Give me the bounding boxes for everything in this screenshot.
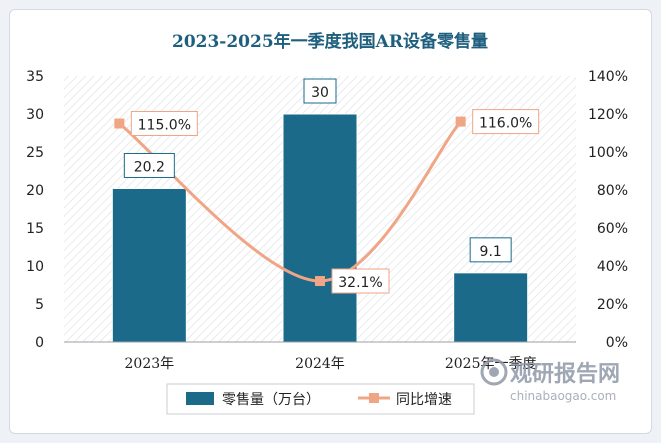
left-tick-label: 10 <box>26 259 44 275</box>
line-marker <box>114 118 125 129</box>
right-tick-label: 60% <box>597 221 628 237</box>
left-tick-label: 35 <box>26 69 44 85</box>
line-label-text: 115.0% <box>138 118 191 134</box>
line-value-label: 32.1% <box>331 268 390 294</box>
line-label-box <box>472 109 540 135</box>
bar-label-box <box>123 152 175 178</box>
legend-bar-swatch <box>186 392 214 405</box>
line-marker <box>455 116 466 127</box>
left-tick-label: 15 <box>26 221 44 237</box>
bar-label-text: 9.1 <box>480 244 502 260</box>
bar-label-text: 30 <box>311 85 329 101</box>
x-tick-label: 2025年一季度 <box>445 356 537 372</box>
line-label-text: 116.0% <box>479 116 532 132</box>
right-tick-label: 120% <box>588 107 628 123</box>
bar-series <box>111 113 529 343</box>
legend-box <box>166 383 475 415</box>
eye-logo-icon <box>480 358 508 386</box>
bar-value-label: 20.2 <box>123 152 175 178</box>
right-tick-label: 140% <box>588 69 628 85</box>
bar <box>111 187 187 343</box>
bar-label-text: 20.2 <box>134 159 165 175</box>
right-tick-label: 20% <box>597 297 628 313</box>
left-tick-label: 30 <box>26 107 44 123</box>
data-labels: 20.2 30 9.1 115.0% 32.1% 116.0% <box>123 78 540 294</box>
x-tick-label: 2023年 <box>125 356 175 372</box>
right-tick-label: 80% <box>597 183 628 199</box>
right-tick-label: 40% <box>597 259 628 275</box>
chart-title: 2023-2025年一季度我国AR设备零售量 <box>172 31 488 52</box>
watermark-main: 观研报告网 <box>510 362 620 387</box>
legend-line-marker <box>369 393 379 403</box>
line-marker <box>315 276 325 287</box>
left-tick-label: 5 <box>35 297 44 313</box>
left-tick-label: 0 <box>35 335 44 351</box>
right-tick-label: 0% <box>606 335 628 351</box>
left-axis-ticks: 0 5 10 15 20 25 30 35 <box>26 69 44 351</box>
left-tick-label: 25 <box>26 145 44 161</box>
bar-value-label: 30 <box>303 78 337 104</box>
bar <box>282 113 358 343</box>
bar-label-box <box>303 78 337 104</box>
bar-value-label: 9.1 <box>469 237 512 263</box>
right-tick-label: 100% <box>588 145 628 161</box>
bar-label-box <box>469 237 512 263</box>
legend: 零售量（万台） 同比增速 <box>166 383 475 415</box>
left-tick-label: 20 <box>26 183 44 199</box>
line-value-label: 115.0% <box>130 111 198 136</box>
x-axis-ticks: 2023年 2024年 2025年一季度 <box>125 356 537 372</box>
legend-bar-label: 零售量（万台） <box>222 392 320 408</box>
line-label-text: 32.1% <box>338 275 382 291</box>
watermark-sub: chinabaogao.com <box>510 389 616 403</box>
watermark: 观研报告网 chinabaogao.com <box>480 358 620 403</box>
line-label-box <box>130 111 198 136</box>
line-label-box <box>331 268 390 294</box>
right-axis-ticks: 0% 20% 40% 60% 80% 100% 120% 140% <box>588 69 628 351</box>
line-value-label: 116.0% <box>472 109 540 135</box>
bar <box>453 272 529 343</box>
x-tick-label: 2024年 <box>295 356 345 372</box>
legend-line-label: 同比增速 <box>396 392 452 408</box>
